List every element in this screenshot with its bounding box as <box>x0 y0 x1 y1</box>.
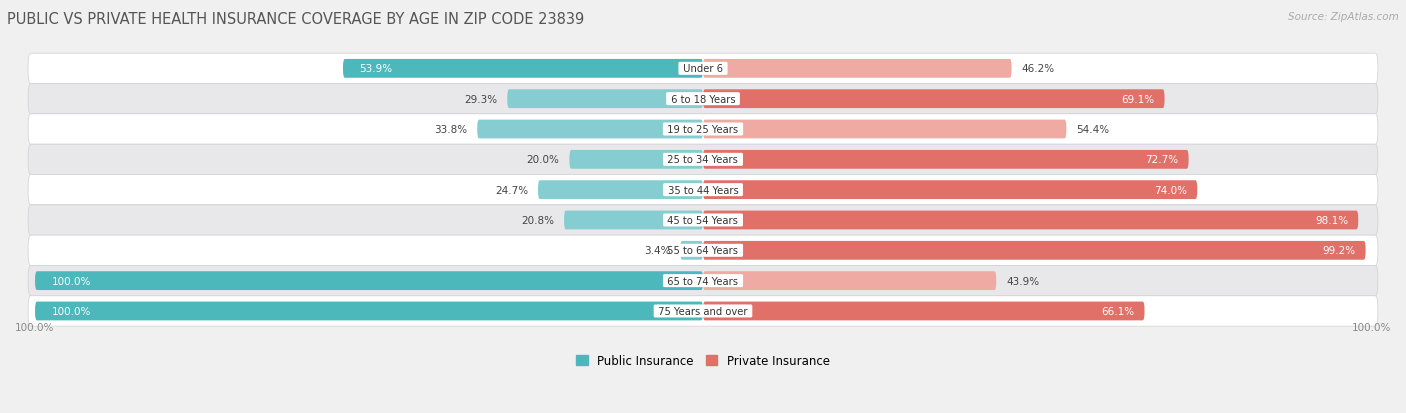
Text: 20.8%: 20.8% <box>522 216 554 225</box>
Text: 75 Years and over: 75 Years and over <box>655 306 751 316</box>
FancyBboxPatch shape <box>28 296 1378 326</box>
FancyBboxPatch shape <box>703 241 1365 260</box>
FancyBboxPatch shape <box>508 90 703 109</box>
FancyBboxPatch shape <box>703 120 1066 139</box>
Text: 20.0%: 20.0% <box>526 155 560 165</box>
FancyBboxPatch shape <box>703 302 1144 320</box>
FancyBboxPatch shape <box>28 114 1378 145</box>
FancyBboxPatch shape <box>703 60 1011 78</box>
Text: 25 to 34 Years: 25 to 34 Years <box>665 155 741 165</box>
FancyBboxPatch shape <box>477 120 703 139</box>
FancyBboxPatch shape <box>28 84 1378 114</box>
Text: 100.0%: 100.0% <box>1351 322 1391 332</box>
Text: 43.9%: 43.9% <box>1007 276 1039 286</box>
FancyBboxPatch shape <box>28 175 1378 205</box>
FancyBboxPatch shape <box>35 302 703 320</box>
FancyBboxPatch shape <box>703 151 1188 169</box>
Text: Under 6: Under 6 <box>681 64 725 74</box>
Text: 66.1%: 66.1% <box>1101 306 1135 316</box>
Text: 6 to 18 Years: 6 to 18 Years <box>668 95 738 104</box>
FancyBboxPatch shape <box>343 60 703 78</box>
FancyBboxPatch shape <box>35 272 703 290</box>
FancyBboxPatch shape <box>538 181 703 199</box>
FancyBboxPatch shape <box>703 272 997 290</box>
FancyBboxPatch shape <box>569 151 703 169</box>
Text: 72.7%: 72.7% <box>1146 155 1178 165</box>
Text: 55 to 64 Years: 55 to 64 Years <box>665 246 741 256</box>
Text: 74.0%: 74.0% <box>1154 185 1187 195</box>
Text: 99.2%: 99.2% <box>1323 246 1355 256</box>
Text: Source: ZipAtlas.com: Source: ZipAtlas.com <box>1288 12 1399 22</box>
Text: 100.0%: 100.0% <box>15 322 55 332</box>
Text: 65 to 74 Years: 65 to 74 Years <box>665 276 741 286</box>
Text: 53.9%: 53.9% <box>360 64 392 74</box>
Text: 24.7%: 24.7% <box>495 185 529 195</box>
Text: 33.8%: 33.8% <box>434 125 467 135</box>
Text: 46.2%: 46.2% <box>1022 64 1054 74</box>
FancyBboxPatch shape <box>28 205 1378 235</box>
Text: 69.1%: 69.1% <box>1122 95 1154 104</box>
Text: 100.0%: 100.0% <box>52 276 91 286</box>
Text: 98.1%: 98.1% <box>1315 216 1348 225</box>
FancyBboxPatch shape <box>703 181 1198 199</box>
Text: 29.3%: 29.3% <box>464 95 498 104</box>
Text: 35 to 44 Years: 35 to 44 Years <box>665 185 741 195</box>
Text: 19 to 25 Years: 19 to 25 Years <box>665 125 741 135</box>
Text: 100.0%: 100.0% <box>52 306 91 316</box>
FancyBboxPatch shape <box>28 235 1378 266</box>
Text: PUBLIC VS PRIVATE HEALTH INSURANCE COVERAGE BY AGE IN ZIP CODE 23839: PUBLIC VS PRIVATE HEALTH INSURANCE COVER… <box>7 12 585 27</box>
FancyBboxPatch shape <box>564 211 703 230</box>
Legend: Public Insurance, Private Insurance: Public Insurance, Private Insurance <box>571 350 835 372</box>
Text: 54.4%: 54.4% <box>1077 125 1109 135</box>
Text: 3.4%: 3.4% <box>644 246 671 256</box>
Text: 45 to 54 Years: 45 to 54 Years <box>665 216 741 225</box>
FancyBboxPatch shape <box>703 90 1164 109</box>
FancyBboxPatch shape <box>28 54 1378 84</box>
FancyBboxPatch shape <box>681 241 703 260</box>
FancyBboxPatch shape <box>28 266 1378 296</box>
FancyBboxPatch shape <box>703 211 1358 230</box>
FancyBboxPatch shape <box>28 145 1378 175</box>
